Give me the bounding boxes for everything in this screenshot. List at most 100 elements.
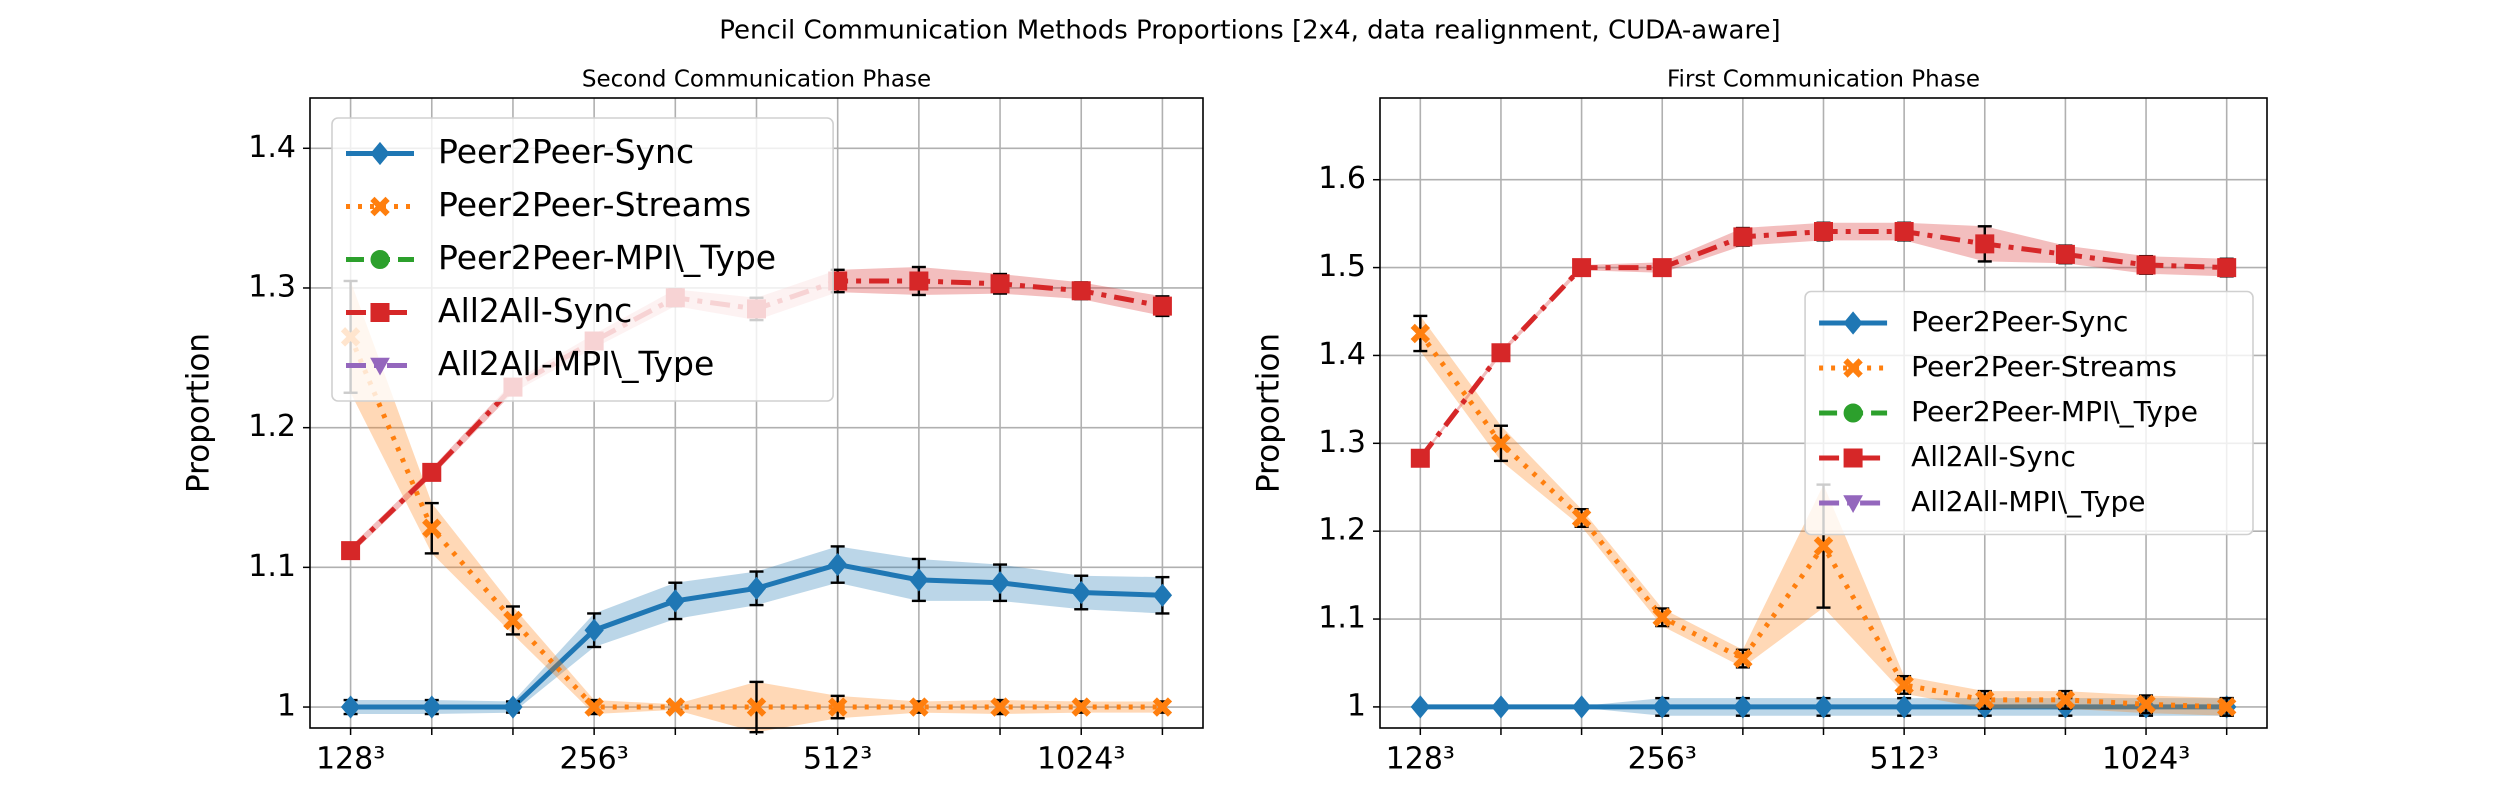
data-point xyxy=(1652,695,1672,719)
data-point xyxy=(1071,281,1091,301)
legend-label: Peer2Peer-Streams xyxy=(438,185,751,224)
data-point xyxy=(2216,697,2237,717)
legend-label: Peer2Peer-Sync xyxy=(438,132,694,171)
data-point xyxy=(2055,690,2076,710)
legend-label: Peer2Peer-MPI\_Type xyxy=(438,238,776,277)
data-point xyxy=(1894,675,1914,695)
data-point xyxy=(990,274,1010,294)
y-tick-label: 1.1 xyxy=(1318,601,1366,636)
legend-label: Peer2Peer-Sync xyxy=(1911,305,2128,338)
y-tick-label: 1.4 xyxy=(248,130,296,165)
data-point xyxy=(422,462,442,482)
axes-title: Second Communication Phase xyxy=(582,67,931,93)
data-point xyxy=(746,697,767,717)
x-tick-label: 1024³ xyxy=(2102,742,2190,777)
y-tick-label: 1.6 xyxy=(1318,161,1366,196)
data-point xyxy=(1813,536,1834,556)
data-point xyxy=(746,576,767,600)
data-point xyxy=(1975,690,1995,710)
x-tick-label: 512³ xyxy=(1869,742,1938,777)
data-point xyxy=(422,695,442,719)
legend-label: All2All-MPI\_Type xyxy=(1911,485,2145,518)
data-point xyxy=(2136,694,2156,714)
data-point xyxy=(1410,695,1430,719)
legend-marker xyxy=(1843,358,1863,378)
data-point xyxy=(1571,508,1592,528)
axes-title: First Communication Phase xyxy=(1667,67,1980,93)
legend xyxy=(331,117,834,402)
y-tick-label: 1 xyxy=(277,689,296,724)
data-point xyxy=(2217,258,2237,278)
data-point xyxy=(1652,258,1672,278)
legend-marker xyxy=(370,357,390,376)
data-point xyxy=(341,541,361,561)
data-point xyxy=(1491,433,1511,454)
y-tick-label: 1.2 xyxy=(248,409,296,444)
axes-frame xyxy=(1379,97,2268,729)
legend-marker xyxy=(1843,403,1863,423)
error-band xyxy=(350,546,1163,715)
data-point xyxy=(2136,255,2156,275)
y-tick-label: 1.3 xyxy=(1318,425,1366,460)
legend-marker xyxy=(370,141,390,166)
data-point xyxy=(503,610,523,631)
legend-label: All2All-Sync xyxy=(1911,440,2076,473)
data-point xyxy=(828,552,848,577)
data-point xyxy=(1152,697,1173,717)
legend-marker xyxy=(1843,311,1863,335)
y-axis-label: Proportion xyxy=(181,333,217,493)
data-point xyxy=(584,697,604,717)
y-tick-label: 1 xyxy=(1347,688,1366,723)
y-tick-label: 1.4 xyxy=(1318,337,1366,372)
data-point xyxy=(1652,607,1672,627)
axes-frame xyxy=(309,97,1204,729)
legend-label: Peer2Peer-Streams xyxy=(1911,350,2177,383)
data-point xyxy=(909,697,929,717)
series-line xyxy=(348,335,1163,710)
data-point xyxy=(1491,695,1511,719)
y-axis-label: Proportion xyxy=(1251,333,1287,493)
legend xyxy=(1804,290,2254,536)
data-point xyxy=(1733,227,1753,247)
data-point xyxy=(1152,583,1173,607)
data-point xyxy=(2055,244,2075,264)
data-point xyxy=(340,695,361,719)
data-point xyxy=(990,571,1010,595)
data-point xyxy=(1071,580,1091,605)
data-point xyxy=(827,697,848,717)
x-tick-label: 1024³ xyxy=(1037,742,1125,777)
x-tick-label: 256³ xyxy=(1628,742,1697,777)
legend-marker xyxy=(1843,448,1863,468)
data-point xyxy=(1571,695,1592,719)
data-point xyxy=(422,518,442,538)
data-point xyxy=(1894,695,1914,719)
data-point xyxy=(909,568,929,592)
data-point xyxy=(665,589,685,613)
data-point xyxy=(503,695,523,719)
data-point xyxy=(1813,695,1834,719)
data-point xyxy=(1410,323,1431,344)
data-point xyxy=(1152,296,1172,316)
legend-marker xyxy=(370,196,390,217)
legend-marker xyxy=(1843,495,1863,514)
data-point xyxy=(1491,343,1511,363)
x-tick-label: 256³ xyxy=(559,742,628,777)
data-point xyxy=(1410,448,1430,468)
y-tick-label: 1.1 xyxy=(248,549,296,584)
y-tick-label: 1.2 xyxy=(1318,513,1366,548)
data-point xyxy=(909,271,929,291)
data-point xyxy=(990,697,1010,717)
x-tick-label: 128³ xyxy=(1386,742,1455,777)
legend-label: All2All-MPI\_Type xyxy=(438,344,714,383)
data-point xyxy=(1733,695,1753,719)
data-point xyxy=(1572,258,1592,278)
y-tick-label: 1.3 xyxy=(248,269,296,304)
data-point xyxy=(1975,234,1995,254)
data-point xyxy=(1071,697,1091,717)
data-point xyxy=(584,618,604,642)
figure-title: Pencil Communication Methods Proportions… xyxy=(719,16,1780,46)
y-tick-label: 1.5 xyxy=(1318,249,1366,284)
legend-marker xyxy=(370,250,390,269)
legend-marker xyxy=(370,303,390,322)
